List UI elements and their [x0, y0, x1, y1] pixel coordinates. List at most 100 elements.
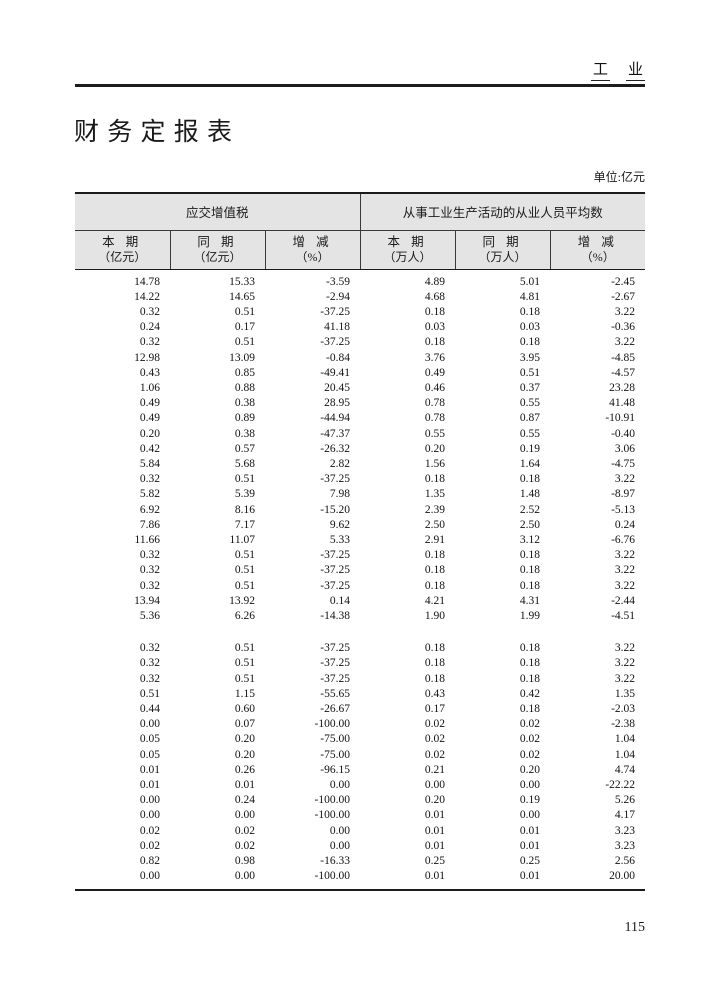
- table-row: 1.06 0.88 20.45 0.46 0.37 23.28: [75, 381, 645, 396]
- cell: 0.43: [424, 687, 446, 700]
- cell: -4.57: [611, 366, 636, 379]
- section-gap: [75, 624, 645, 641]
- cell: 0.14: [329, 594, 351, 607]
- cell: -37.25: [320, 657, 351, 670]
- cell: 0.51: [234, 657, 255, 670]
- table-row: 0.43 0.85 -49.41 0.49 0.51 -4.57: [75, 366, 645, 381]
- cell: 0.18: [519, 549, 541, 562]
- cell: 0.02: [139, 824, 160, 837]
- table-row: 5.82 5.39 7.98 1.35 1.48 -8.97: [75, 487, 645, 502]
- col-unit: （万人）: [383, 249, 432, 264]
- table-row: 14.22 14.65 -2.94 4.68 4.81 -2.67: [75, 290, 645, 305]
- cell: 0.32: [139, 579, 160, 592]
- cell: -37.25: [320, 549, 351, 562]
- cell: 9.62: [329, 518, 351, 531]
- cell: 0.20: [139, 427, 160, 440]
- cell: 14.78: [134, 275, 160, 288]
- cell: 1.06: [139, 381, 160, 394]
- cell: 0.46: [424, 381, 446, 394]
- table-row: 0.32 0.51 -37.25 0.18 0.18 3.22: [75, 579, 645, 594]
- table-row: 12.98 13.09 -0.84 3.76 3.95 -4.85: [75, 351, 645, 366]
- cell: 0.02: [424, 733, 446, 746]
- cell: 0.57: [234, 442, 255, 455]
- col-header-prior-vat: 同 期 （亿元）: [169, 230, 265, 270]
- cell: 0.18: [519, 579, 541, 592]
- table-row: 0.00 0.07 -100.00 0.02 0.02 -2.38: [75, 717, 645, 732]
- table-row: 13.94 13.92 0.14 4.21 4.31 -2.44: [75, 594, 645, 609]
- cell: -0.36: [611, 321, 636, 334]
- table-row: 0.51 1.15 -55.65 0.43 0.42 1.35: [75, 687, 645, 702]
- table-row: 5.36 6.26 -14.38 1.90 1.99 -4.51: [75, 609, 645, 624]
- cell: 0.78: [424, 412, 446, 425]
- group-header-vat: 应交增值税: [75, 193, 361, 231]
- cell: 5.82: [139, 488, 160, 501]
- cell: 3.22: [614, 672, 636, 685]
- running-head-char: 工: [590, 58, 610, 81]
- cell: 0.02: [519, 748, 541, 761]
- cell: 0.51: [234, 336, 255, 349]
- cell: 1.15: [234, 687, 255, 700]
- cell: 3.22: [614, 473, 636, 486]
- cell: 0.51: [234, 473, 255, 486]
- cell: 0.32: [139, 473, 160, 486]
- cell: 11.07: [229, 533, 255, 546]
- cell: 0.20: [234, 733, 255, 746]
- cell: 0.24: [614, 518, 636, 531]
- cell: 1.04: [614, 733, 636, 746]
- cell: 14.22: [134, 290, 160, 303]
- cell: 5.84: [139, 457, 160, 470]
- cell: 0.51: [234, 642, 255, 655]
- cell: 4.31: [519, 594, 541, 607]
- cell: 4.74: [614, 763, 636, 776]
- cell: -2.45: [611, 275, 636, 288]
- cell: 0.00: [519, 779, 541, 791]
- report-table: 应交增值税 从事工业生产活动的从业人员平均数 本 期 （亿元） 同 期 （亿元）…: [75, 192, 646, 892]
- cell: -47.37: [320, 427, 351, 440]
- cell: -3.59: [326, 275, 351, 288]
- cell: 6.26: [234, 609, 255, 622]
- cell: 0.19: [519, 794, 541, 807]
- cell: 0.24: [234, 794, 255, 807]
- cell: 0.51: [234, 672, 255, 685]
- cell: 0.20: [234, 748, 255, 761]
- cell: 0.00: [329, 839, 351, 852]
- cell: 0.20: [424, 794, 446, 807]
- cell: 0.32: [139, 336, 160, 349]
- cell: 0.02: [234, 824, 255, 837]
- cell: 3.06: [614, 442, 636, 455]
- cell: 2.56: [614, 855, 636, 868]
- cell: 0.43: [139, 366, 160, 379]
- cell: -26.67: [320, 702, 351, 715]
- table-row: 0.00 0.00 -100.00 0.01 0.00 4.17: [75, 808, 645, 823]
- cell: 0.60: [234, 702, 255, 715]
- cell: -2.38: [611, 718, 636, 731]
- cell: 2.52: [519, 503, 541, 516]
- cell: 41.48: [609, 397, 636, 410]
- cell: 2.39: [424, 503, 446, 516]
- cell: 0.01: [139, 763, 160, 776]
- cell: 3.22: [614, 642, 636, 655]
- table-row: 0.01 0.26 -96.15 0.21 0.20 4.74: [75, 763, 645, 778]
- cell: -4.85: [611, 351, 636, 364]
- cell: 0.18: [424, 336, 446, 349]
- table-row: 0.24 0.17 41.18 0.03 0.03 -0.36: [75, 320, 645, 335]
- cell: 0.02: [424, 718, 446, 731]
- cell: 1.48: [519, 488, 541, 501]
- cell: 0.18: [519, 657, 541, 670]
- table-row: 0.32 0.51 -37.25 0.18 0.18 3.22: [75, 472, 645, 487]
- cell: 3.22: [614, 564, 636, 577]
- cell: 2.50: [424, 518, 446, 531]
- cell: -96.15: [320, 763, 351, 776]
- cell: 0.49: [424, 366, 446, 379]
- cell: 0.38: [234, 397, 255, 410]
- cell: 3.22: [614, 657, 636, 670]
- cell: -2.67: [611, 290, 636, 303]
- table-row: 0.49 0.89 -44.94 0.78 0.87 -10.91: [75, 411, 645, 426]
- cell: 0.51: [234, 579, 255, 592]
- cell: 14.65: [229, 290, 255, 303]
- cell: 4.17: [614, 809, 636, 822]
- col-label: 同 期: [197, 234, 238, 249]
- table-header: 应交增值税 从事工业生产活动的从业人员平均数 本 期 （亿元） 同 期 （亿元）…: [75, 193, 646, 270]
- header-rule: [75, 84, 645, 87]
